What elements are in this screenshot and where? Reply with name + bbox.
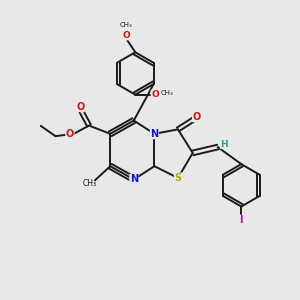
Text: S: S (174, 173, 182, 183)
Text: O: O (123, 31, 130, 40)
Text: CH₃: CH₃ (160, 90, 173, 96)
Text: I: I (239, 215, 243, 225)
Text: N: N (150, 129, 158, 139)
Text: N: N (130, 174, 138, 184)
Text: CH₃: CH₃ (82, 179, 97, 188)
Text: O: O (151, 90, 159, 99)
Text: CH₃: CH₃ (120, 22, 133, 28)
Text: O: O (66, 129, 74, 140)
Text: O: O (192, 112, 201, 122)
Text: O: O (76, 102, 84, 112)
Text: H: H (220, 140, 228, 148)
